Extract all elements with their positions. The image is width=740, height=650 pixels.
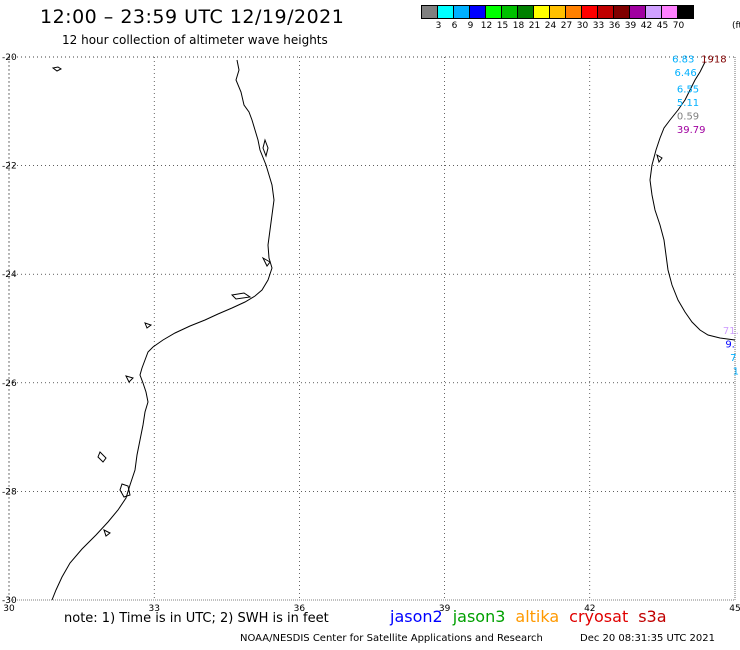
satellite-legend-item: cryosat <box>569 607 629 626</box>
wave-height-label: 1918 <box>701 54 726 65</box>
island-4 <box>230 292 252 300</box>
wave-height-label: 7 <box>730 353 736 364</box>
lat-tick-label: -22 <box>2 162 17 172</box>
island-7 <box>97 451 107 463</box>
color-scale-label: 27 <box>560 21 573 31</box>
color-scale-label: 6 <box>451 21 458 31</box>
island-3 <box>261 256 271 267</box>
wave-height-label: 71. <box>723 326 739 337</box>
color-scale-label: 18 <box>512 21 525 31</box>
color-scale-label: 36 <box>608 21 621 31</box>
satellite-legend-item: s3a <box>638 607 667 626</box>
map-grid <box>8 56 736 601</box>
color-scale-label: 9 <box>467 21 474 31</box>
island-5 <box>144 322 153 329</box>
satellite-legend: jason2 jason3 altika cryosat s3a <box>390 607 677 626</box>
wave-height-label: 9. <box>725 340 735 351</box>
color-swatch <box>677 5 694 19</box>
map-frame <box>8 56 736 601</box>
wave-height-labels: 6.83 1918 6.46 6.55 5.11 0.59 39.79 71. 9. 7 1 <box>672 54 739 377</box>
color-scale-label: 45 <box>656 21 669 31</box>
lon-tick-label: 30 <box>3 604 15 614</box>
island-2 <box>262 138 269 158</box>
coastline <box>51 59 736 601</box>
lat-tick-label: -26 <box>2 379 17 389</box>
lon-tick-label: 33 <box>148 604 159 614</box>
wave-height-label: 6.83 <box>672 54 694 65</box>
wave-height-label: 1 <box>733 367 739 378</box>
satellite-legend-item: altika <box>515 607 560 626</box>
island-6 <box>125 375 134 383</box>
color-scale-label: 33 <box>592 21 605 31</box>
wave-height-label: 6.55 <box>677 84 699 95</box>
lat-tick-label: -24 <box>2 270 17 280</box>
color-scale-label: 39 <box>624 21 637 31</box>
axis-tick-labels: 30 33 36 39 42 45 -20 -22 -24 -26 -28 -30 <box>2 53 740 614</box>
satellite-legend-item: jason2 <box>390 607 443 626</box>
island-8 <box>119 483 131 498</box>
lon-tick-label: 39 <box>439 604 451 614</box>
satellite-legend-item: jason3 <box>452 607 506 626</box>
color-scale-label: 42 <box>640 21 653 31</box>
footer-credit: NOAA/NESDIS Center for Satellite Applica… <box>240 633 543 644</box>
footer-timestamp: Dec 20 08:31:35 UTC 2021 <box>580 633 715 644</box>
color-scale-label: 12 <box>480 21 493 31</box>
madagascar-coastline <box>649 61 736 341</box>
color-scale-label: 30 <box>576 21 589 31</box>
wave-height-label: 5.11 <box>677 98 699 109</box>
island-9 <box>103 529 111 537</box>
color-scale-label: 21 <box>528 21 541 31</box>
lat-tick-label: -28 <box>2 487 17 497</box>
wave-height-label: 0.59 <box>677 111 699 122</box>
color-scale-swatches <box>421 5 694 19</box>
page-subtitle: 12 hour collection of altimeter wave hei… <box>62 33 328 47</box>
africa-coastline <box>51 59 275 601</box>
color-scale-label: 15 <box>496 21 509 31</box>
lat-tick-label: -20 <box>2 53 17 63</box>
wave-height-label: 39.79 <box>677 125 706 136</box>
wave-height-label: 6.46 <box>675 68 697 79</box>
lat-tick-label: -30 <box>2 596 17 606</box>
color-scale-unit: (ft) <box>732 21 740 31</box>
color-scale-label: 3 <box>435 21 442 31</box>
color-scale-label: 24 <box>544 21 557 31</box>
island-1 <box>51 66 62 72</box>
color-scale-label: 70 <box>672 21 685 31</box>
lon-tick-label: 42 <box>584 604 595 614</box>
page-title: 12:00 – 23:59 UTC 12/19/2021 <box>40 6 345 28</box>
lon-tick-label: 45 <box>729 604 740 614</box>
color-scale-labels: 3 6 9 12 15 18 21 24 27 30 33 36 39 42 45 70 <box>422 21 740 35</box>
island-10 <box>656 153 663 164</box>
lon-tick-label: 36 <box>294 604 306 614</box>
footer-note: note: 1) Time is in UTC; 2) SWH is in fe… <box>64 611 329 626</box>
